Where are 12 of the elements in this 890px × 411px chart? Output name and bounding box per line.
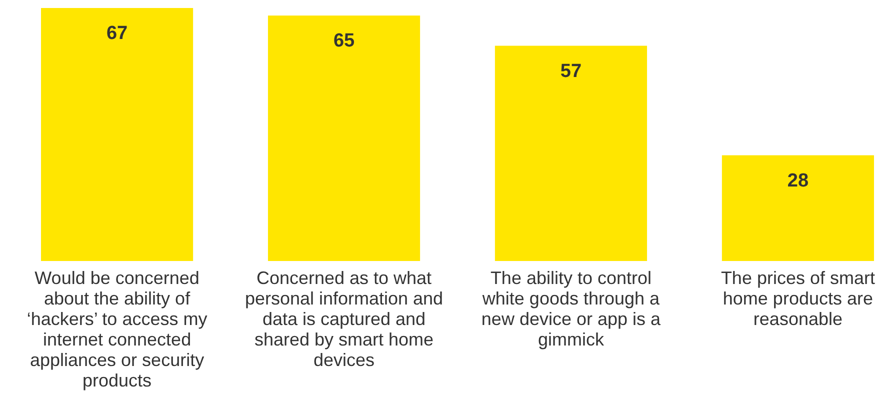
data-label: 67 [106, 23, 128, 44]
data-label: 57 [560, 60, 582, 82]
data-label: 28 [787, 170, 809, 192]
bar [722, 155, 874, 261]
x-tick-label: Would be concerned about the ability of ‘hackers’ to access my internet connected appliances or security products [26, 268, 208, 390]
bar [268, 16, 420, 261]
x-tick-label: The ability to control white goods through a new device or app is a gimmick [481, 268, 662, 350]
x-tick-label: Concerned as to what personal information and data is captured and shared by smart home devices [244, 268, 444, 370]
bar [494, 46, 648, 261]
x-tick-label: The prices of smart home products are reasonable [720, 268, 875, 329]
bar [41, 8, 194, 261]
data-label: 65 [333, 30, 356, 52]
